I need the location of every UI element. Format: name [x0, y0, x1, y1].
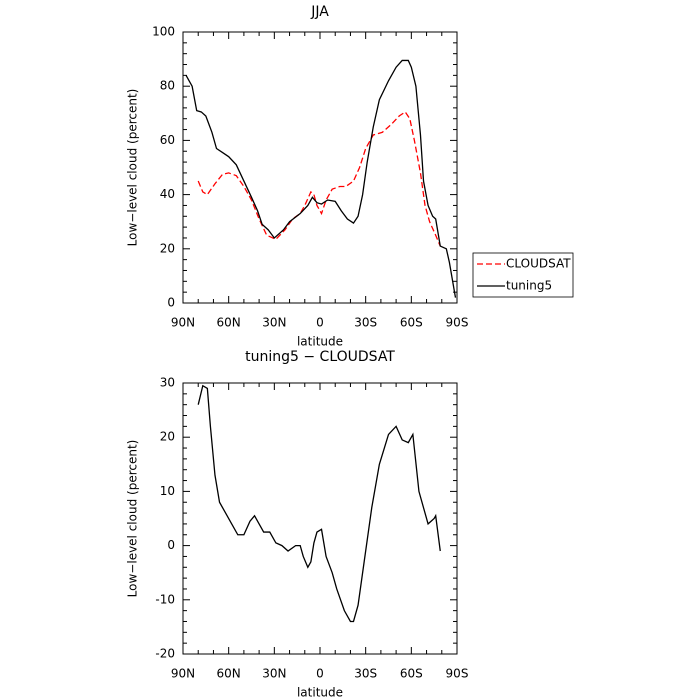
legend-label: CLOUDSAT [506, 257, 571, 271]
y-tick-label: -20 [155, 647, 175, 661]
y-tick-label: 20 [160, 241, 175, 255]
x-tick-label: 30N [262, 316, 286, 330]
chart-title: JJA [310, 4, 329, 20]
x-tick-label: 90N [171, 316, 195, 330]
y-tick-label: 0 [167, 538, 175, 552]
y-tick-label: 0 [167, 296, 175, 310]
x-axis-label: latitude [297, 686, 343, 700]
x-tick-label: 30S [354, 316, 377, 330]
y-axis-label: Low−level cloud (percent) [126, 440, 140, 598]
x-tick-label: 60S [400, 316, 423, 330]
y-tick-label: 20 [160, 430, 175, 444]
x-axis-label: latitude [297, 335, 343, 349]
data-line [185, 59, 457, 298]
x-tick-label: 90S [446, 667, 469, 681]
legend-label: tuning5 [506, 279, 552, 293]
x-tick-label: 30N [262, 667, 286, 681]
x-tick-label: 60N [217, 667, 241, 681]
data-line [197, 384, 441, 623]
legend-box [472, 252, 574, 298]
x-tick-label: 90S [446, 316, 469, 330]
y-tick-label: 80 [160, 79, 175, 93]
x-tick-label: 0 [316, 316, 324, 330]
y-tick-label: -10 [155, 592, 175, 606]
y-axis-label: Low−level cloud (percent) [126, 89, 140, 247]
y-tick-label: 60 [160, 133, 175, 147]
y-tick-label: 100 [152, 25, 175, 39]
x-tick-label: 60S [400, 667, 423, 681]
plot-frame [182, 382, 458, 655]
plot-frame [182, 31, 458, 304]
data-line [197, 111, 441, 247]
y-tick-label: 40 [160, 187, 175, 201]
chart-title: tuning5 − CLOUDSAT [245, 349, 395, 365]
x-tick-label: 0 [316, 667, 324, 681]
y-tick-label: 10 [160, 484, 175, 498]
x-tick-label: 30S [354, 667, 377, 681]
x-tick-label: 90N [171, 667, 195, 681]
x-tick-label: 60N [217, 316, 241, 330]
y-tick-label: 30 [160, 376, 175, 390]
